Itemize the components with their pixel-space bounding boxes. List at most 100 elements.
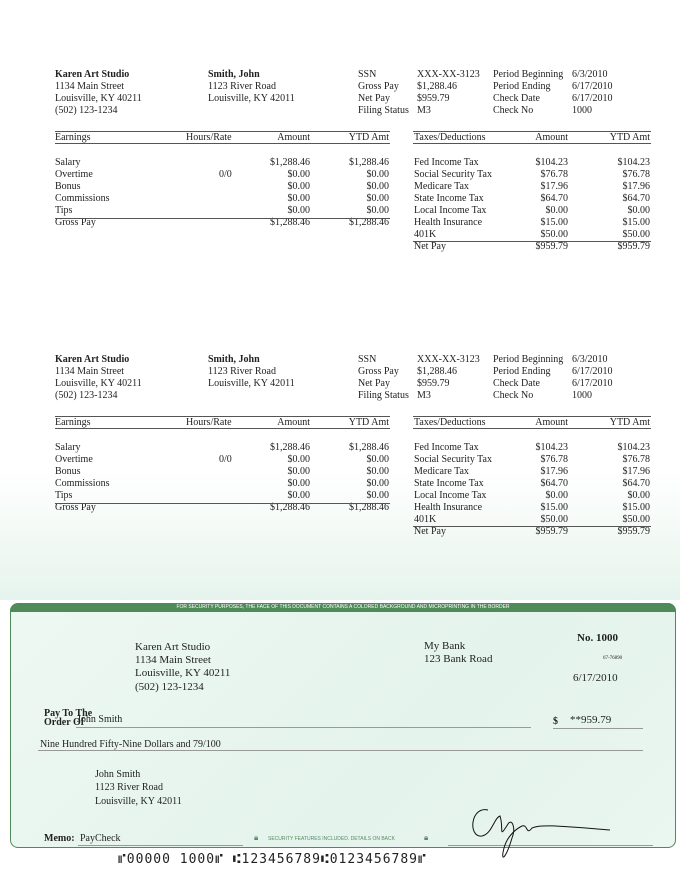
- deduction-ytd: $50.00: [622, 514, 651, 525]
- signature: [472, 809, 611, 858]
- period-value: 6/17/2010: [572, 378, 613, 389]
- earnings-label: Gross Pay: [55, 217, 96, 228]
- hours-rate-value: 0/0: [219, 169, 232, 180]
- deduction-amount: $50.00: [540, 514, 569, 525]
- deduction-amount: $64.70: [540, 193, 569, 204]
- deduction-label: Local Income Tax: [414, 490, 487, 501]
- deduction-label: Fed Income Tax: [414, 157, 479, 168]
- lock-icon: 🔒︎: [424, 833, 429, 842]
- deduction-amount: $104.23: [535, 442, 569, 453]
- payer-phone: (502) 123-1234: [135, 681, 204, 693]
- earnings-ytd: $0.00: [366, 478, 390, 489]
- period-label: Check Date: [493, 93, 540, 104]
- gross-pay-line: [55, 503, 390, 504]
- earnings-label: Overtime: [55, 454, 93, 465]
- deduction-ytd: $15.00: [622, 217, 651, 228]
- period-value: 1000: [572, 390, 592, 401]
- deductions-header-bottom-line: [413, 428, 651, 429]
- summary-label: Gross Pay: [358, 366, 399, 377]
- earnings-amount: $0.00: [287, 181, 311, 192]
- deduction-amount: $959.79: [535, 241, 569, 252]
- deduction-amount-header: Amount: [535, 132, 568, 143]
- deduction-amount-header: Amount: [535, 417, 568, 428]
- earnings-amount: $0.00: [287, 466, 311, 477]
- pay-stub-bottom: Karen Art Studio 1134 Main Street Louisvil…: [0, 285, 680, 537]
- employee-name: Smith, John: [208, 354, 260, 365]
- earnings-label: Tips: [55, 490, 73, 501]
- deduction-ytd: $64.70: [622, 478, 651, 489]
- period-value: 6/17/2010: [572, 93, 613, 104]
- bank-name: My Bank: [424, 640, 466, 652]
- gross-pay-line: [55, 218, 390, 219]
- earnings-amount: $1,288.46: [270, 442, 310, 453]
- earnings-amount: $0.00: [287, 490, 311, 501]
- deduction-amount: $15.00: [540, 502, 569, 513]
- earnings-header-bottom-line: [55, 143, 390, 144]
- deduction-ytd: $959.79: [617, 241, 651, 252]
- deduction-ytd-header: YTD Amt: [609, 132, 650, 143]
- earnings-label: Bonus: [55, 466, 81, 477]
- summary-value: M3: [417, 105, 431, 116]
- deductions-header-top-line: [413, 416, 651, 417]
- deduction-ytd: $17.96: [622, 466, 651, 477]
- earnings-ytd: $0.00: [366, 466, 390, 477]
- earnings-ytd: $0.00: [366, 205, 390, 216]
- lock-icon: 🔒︎: [254, 833, 259, 842]
- earnings-ytd: $1,288.46: [349, 502, 389, 513]
- earnings-ytd: $1,288.46: [349, 157, 389, 168]
- check-amount: **959.79: [570, 714, 612, 726]
- deduction-label: Medicare Tax: [414, 466, 469, 477]
- period-value: 6/3/2010: [572, 354, 608, 365]
- earnings-header: Earnings: [55, 417, 91, 428]
- deductions-header-bottom-line: [413, 143, 651, 144]
- earnings-amount: $1,288.46: [270, 157, 310, 168]
- payer-name: Karen Art Studio: [135, 641, 211, 653]
- period-label: Check No: [493, 105, 534, 116]
- routing-fraction: 67-76890: [603, 656, 623, 661]
- earnings-amount: $0.00: [287, 169, 311, 180]
- employer-phone: (502) 123-1234: [55, 105, 118, 116]
- employee-street: 1123 River Road: [208, 366, 276, 377]
- deduction-amount: $76.78: [540, 169, 569, 180]
- deduction-ytd: $15.00: [622, 502, 651, 513]
- earnings-label: Bonus: [55, 181, 81, 192]
- period-value: 6/17/2010: [572, 81, 613, 92]
- employee-name: Smith, John: [208, 69, 260, 80]
- period-label: Check Date: [493, 378, 540, 389]
- payer-street: 1134 Main Street: [135, 654, 211, 666]
- deduction-ytd: $76.78: [622, 454, 651, 465]
- deductions-header: Taxes/Deductions: [414, 417, 486, 428]
- deduction-ytd: $17.96: [622, 181, 651, 192]
- earnings-label: Salary: [55, 157, 81, 168]
- deduction-amount: $0.00: [545, 205, 569, 216]
- summary-label: SSN: [358, 69, 377, 80]
- payee-line: [76, 727, 531, 728]
- amount-in-words: Nine Hundred Fifty-Nine Dollars and 79/1…: [40, 739, 221, 750]
- amount-line: [553, 728, 643, 729]
- deduction-amount: $17.96: [540, 181, 569, 192]
- security-footer: SECURITY FEATURES INCLUDED. DETAILS ON B…: [268, 836, 395, 842]
- deduction-amount: $959.79: [535, 526, 569, 537]
- earnings-ytd: $0.00: [366, 169, 390, 180]
- security-banner: FOR SECURITY PURPOSES, THE FACE OF THIS …: [10, 603, 676, 612]
- memo-line: [78, 845, 243, 846]
- summary-label: Filing Status: [358, 390, 409, 401]
- deduction-label: Fed Income Tax: [414, 442, 479, 453]
- check-number: No. 1000: [577, 632, 618, 644]
- hours-rate-value: 0/0: [219, 454, 232, 465]
- deduction-ytd: $0.00: [627, 205, 651, 216]
- payee-name: John Smith: [77, 714, 123, 725]
- earnings-label: Gross Pay: [55, 502, 96, 513]
- payee-address-name: John Smith: [95, 769, 141, 780]
- period-label: Period Beginning: [493, 354, 564, 365]
- deduction-label: State Income Tax: [414, 193, 484, 204]
- employer-name: Karen Art Studio: [55, 69, 130, 80]
- earnings-ytd: $0.00: [366, 193, 390, 204]
- pay-stub-top: Karen Art Studio 1134 Main Street Louisvil…: [0, 0, 680, 252]
- summary-label: Net Pay: [358, 378, 390, 389]
- deduction-amount: $64.70: [540, 478, 569, 489]
- deduction-ytd: $104.23: [617, 442, 651, 453]
- period-value: 1000: [572, 105, 592, 116]
- deduction-label: Net Pay: [414, 241, 446, 252]
- amount-words-line: [38, 750, 643, 751]
